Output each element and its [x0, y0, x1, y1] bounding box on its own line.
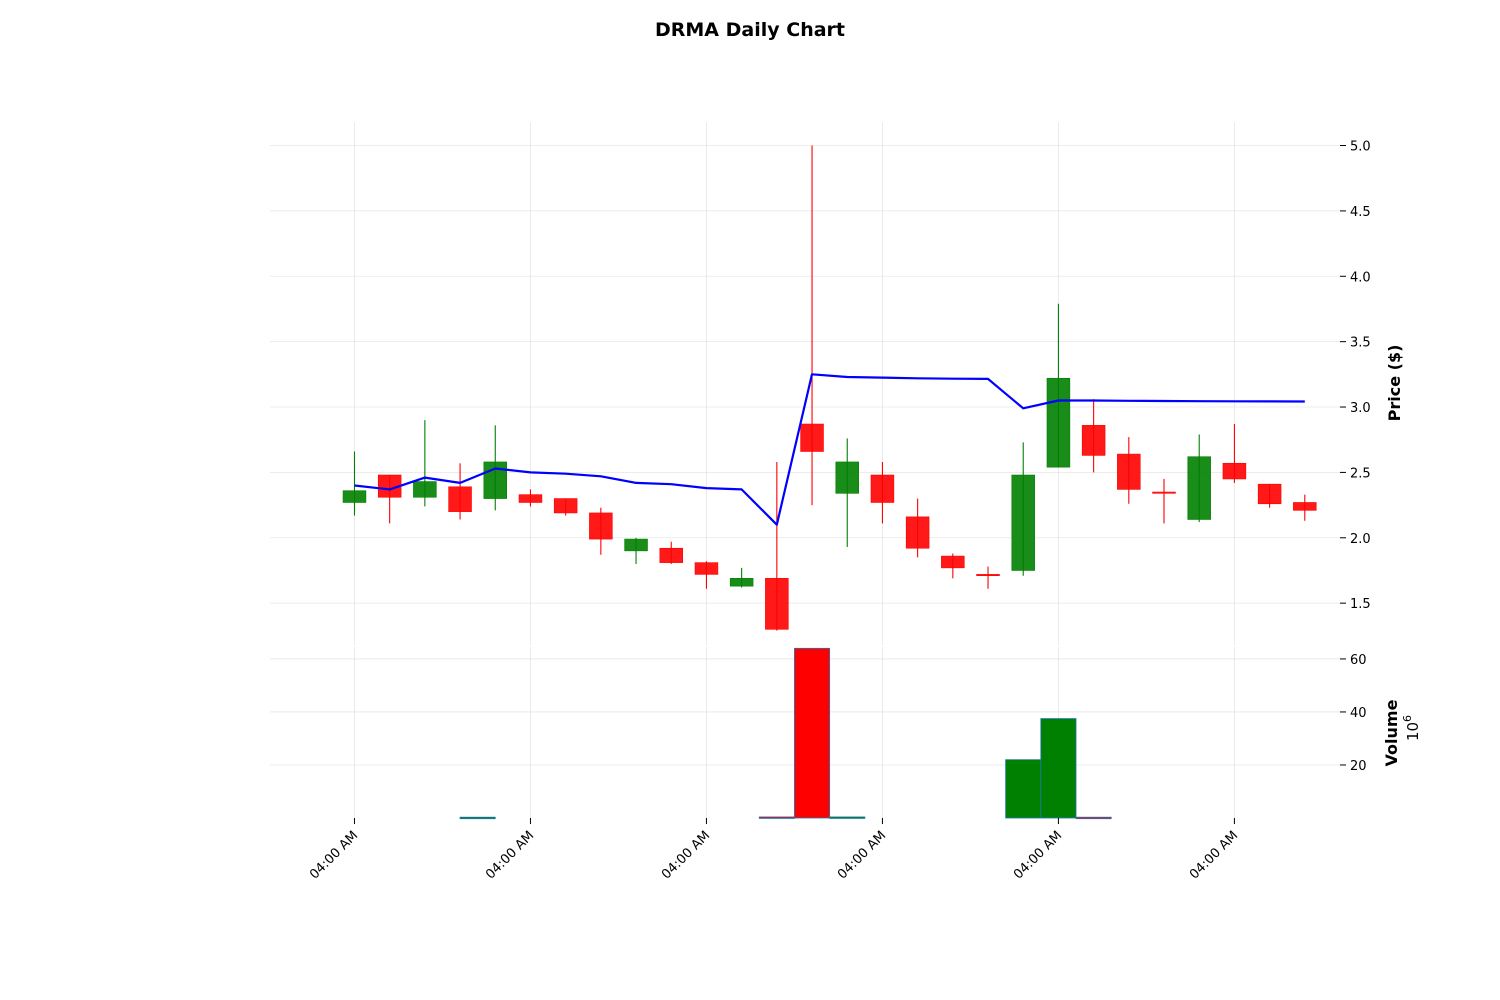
- candle-body: [1117, 453, 1141, 490]
- price-tick-label: 5.0: [1350, 140, 1371, 155]
- candle-body: [941, 555, 965, 569]
- candle-body: [1011, 474, 1035, 571]
- moving-average-line: [354, 373, 1305, 526]
- volume-tick-label: 20: [1350, 759, 1367, 774]
- x-tick-label: 04:00 AM: [1011, 828, 1065, 882]
- volume-bar: [1040, 718, 1077, 819]
- candle-body: [1293, 502, 1317, 511]
- candle-body: [870, 474, 895, 503]
- candle-body: [765, 578, 789, 630]
- candle-body: [589, 512, 613, 540]
- price-axis-label: Price ($): [1385, 345, 1404, 422]
- candle-body: [976, 574, 1000, 577]
- candle-body: [800, 423, 824, 452]
- candle-body: [413, 481, 437, 498]
- candle-body: [1187, 456, 1211, 520]
- volume-tick-label: 40: [1350, 706, 1367, 721]
- candle-body: [1152, 491, 1176, 494]
- candle-body: [1081, 425, 1106, 456]
- volume-bar: [1075, 816, 1112, 820]
- x-tick-label: 04:00 AM: [835, 828, 889, 882]
- price-grid: [270, 122, 1340, 645]
- candle-body: [448, 486, 472, 512]
- x-tick-label: 04:00 AM: [1187, 828, 1241, 882]
- price-tick-label: 4.5: [1350, 205, 1371, 220]
- price-tick-label: 4.0: [1350, 270, 1371, 285]
- price-tick-label: 1.5: [1350, 597, 1371, 612]
- x-tick-label: 04:00 AM: [307, 828, 361, 882]
- candle-body: [1222, 462, 1247, 480]
- volume-axis: 60 40 20: [1340, 653, 1367, 774]
- volume-exponent: 10 6: [1401, 715, 1422, 741]
- volume-bar: [794, 647, 831, 819]
- volume-bar: [758, 816, 795, 819]
- price-tick-label: 2.5: [1350, 466, 1371, 481]
- candle-body: [518, 494, 543, 503]
- x-axis: 04:00 AM 04:00 AM 04:00 AM 04:00 AM 04:00 AM…: [307, 818, 1241, 882]
- candle-body: [624, 538, 648, 552]
- volume-bar: [1005, 759, 1042, 819]
- chart-title: DRMA Daily Chart: [655, 19, 845, 41]
- candle-body: [729, 578, 754, 587]
- volume-exponent-power: 6: [1401, 715, 1414, 722]
- candle-body: [553, 498, 578, 514]
- candle-body: [342, 490, 367, 503]
- x-tick-label: 04:00 AM: [659, 828, 713, 882]
- moving-average: [354, 373, 1305, 526]
- volume-bar: [829, 816, 866, 819]
- price-tick-label: 2.0: [1350, 532, 1371, 547]
- volume-exponent-base: 10: [1404, 722, 1422, 741]
- candle-body: [1257, 483, 1282, 505]
- candle-body: [659, 547, 683, 563]
- volume-tick-label: 60: [1350, 653, 1367, 668]
- x-tick-label: 04:00 AM: [483, 828, 537, 882]
- candle-body: [694, 562, 719, 575]
- volume-panel: [459, 647, 1112, 820]
- candle-body: [905, 516, 930, 549]
- price-axis: 5.0 4.5 4.0 3.5 3.0 2.5 2.0 1.5: [1340, 140, 1371, 612]
- candle-body: [835, 461, 859, 494]
- volume-axis-label: Volume: [1382, 699, 1401, 766]
- volume-bar: [459, 816, 496, 820]
- price-tick-label: 3.0: [1350, 401, 1371, 416]
- price-tick-label: 3.5: [1350, 336, 1371, 351]
- candle-body: [1046, 377, 1071, 468]
- price-panel: [342, 145, 1317, 631]
